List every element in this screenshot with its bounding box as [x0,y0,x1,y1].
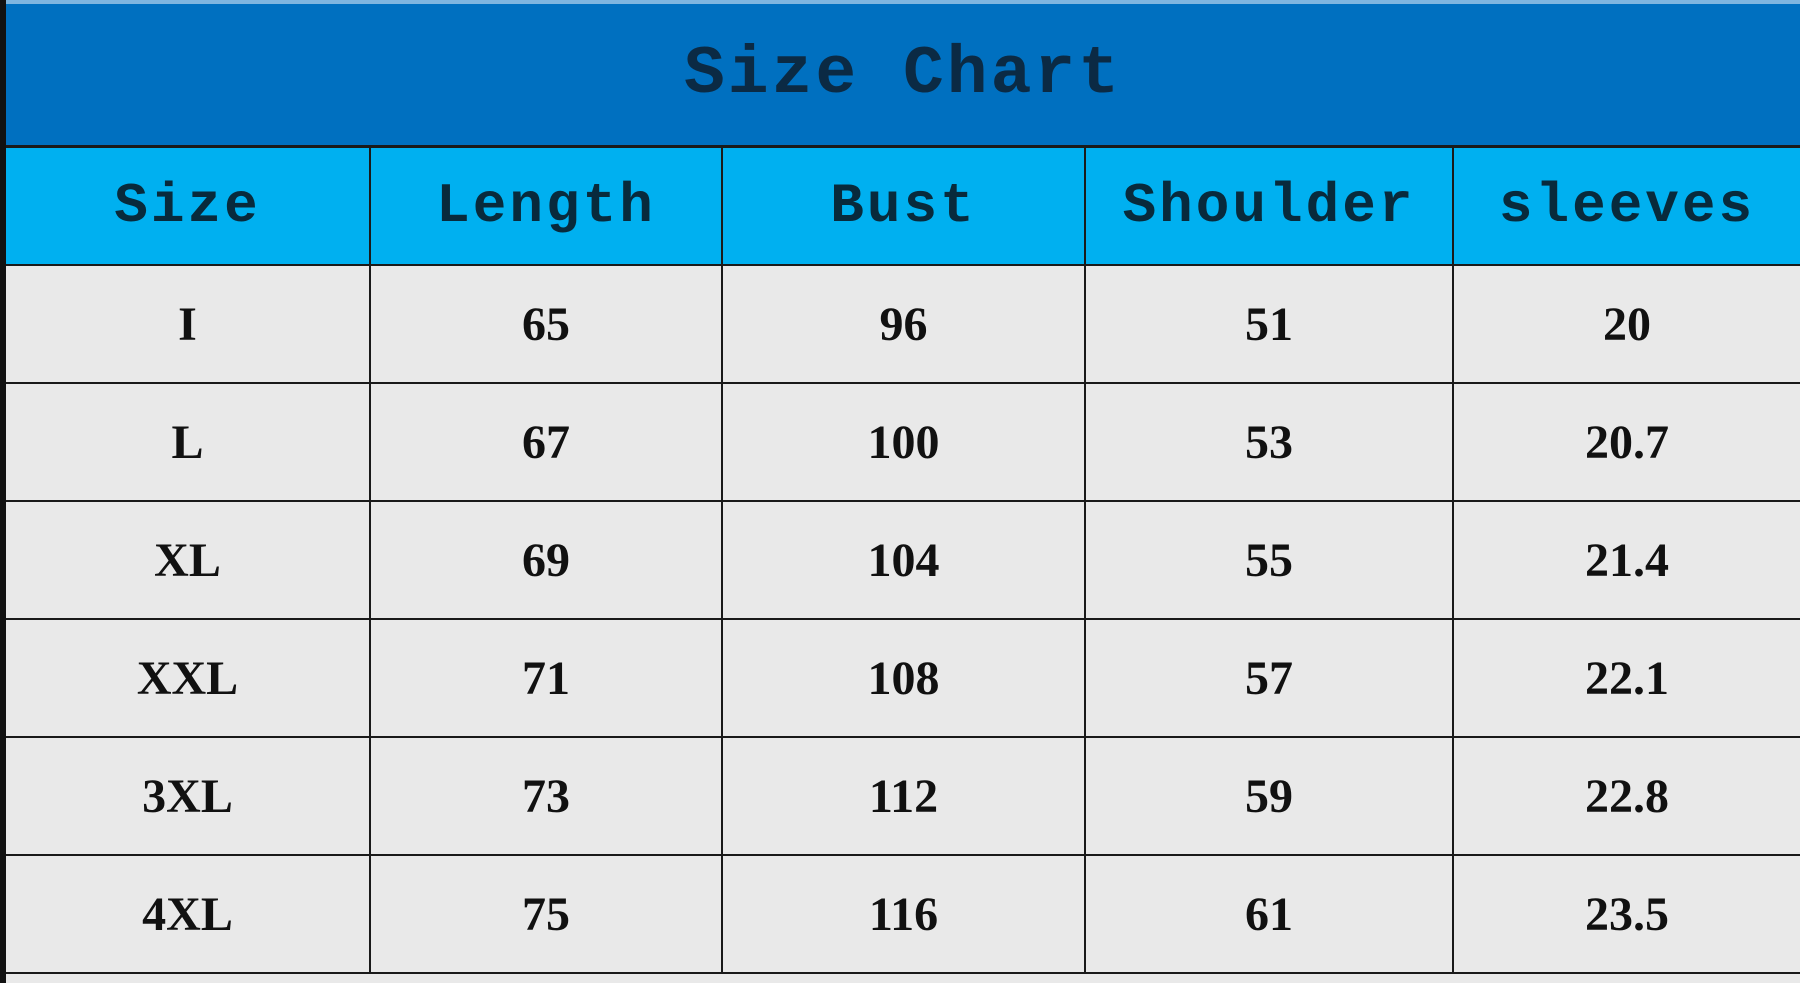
cell-bust: 112 [721,736,1086,856]
cell-shoulder: 57 [1084,618,1454,738]
table-row: 3XL 73 112 59 22.8 [6,736,1800,856]
table-row: XL 69 104 55 21.4 [6,500,1800,620]
cell-size: 4XL [6,854,371,974]
cell-bust: 108 [721,618,1086,738]
column-header-bust: Bust [721,148,1086,266]
cell-shoulder: 53 [1084,382,1454,502]
cell-size: XL [6,500,371,620]
table-row: I 65 96 51 20 [6,264,1800,384]
table-row: 4XL 75 116 61 23.5 [6,854,1800,974]
cell-bust: 104 [721,500,1086,620]
cell-size: I [6,264,371,384]
column-header-sleeves: sleeves [1452,148,1800,266]
cell-length: 75 [369,854,723,974]
table-row: L 67 100 53 20.7 [6,382,1800,502]
cell-length: 65 [369,264,723,384]
cell-shoulder: 51 [1084,264,1454,384]
cell-shoulder: 59 [1084,736,1454,856]
column-header-size: Size [6,148,371,266]
cell-size: L [6,382,371,502]
cell-length: 73 [369,736,723,856]
header-row: Size Length Bust Shoulder sleeves [6,148,1800,266]
cell-sleeves: 22.8 [1452,736,1800,856]
chart-title: Size Chart [6,0,1800,148]
cell-sleeves: 20 [1452,264,1800,384]
cell-shoulder: 61 [1084,854,1454,974]
cell-bust: 100 [721,382,1086,502]
column-header-shoulder: Shoulder [1084,148,1454,266]
cell-size: 3XL [6,736,371,856]
cell-bust: 116 [721,854,1086,974]
cell-size: XXL [6,618,371,738]
cell-sleeves: 23.5 [1452,854,1800,974]
cell-sleeves: 20.7 [1452,382,1800,502]
cell-length: 71 [369,618,723,738]
cell-length: 67 [369,382,723,502]
cell-sleeves: 22.1 [1452,618,1800,738]
cell-shoulder: 55 [1084,500,1454,620]
size-table: Size Length Bust Shoulder sleeves I 65 96 5… [6,148,1800,974]
table-row: XXL 71 108 57 22.1 [6,618,1800,738]
cell-bust: 96 [721,264,1086,384]
column-header-length: Length [369,148,723,266]
cell-sleeves: 21.4 [1452,500,1800,620]
cell-length: 69 [369,500,723,620]
